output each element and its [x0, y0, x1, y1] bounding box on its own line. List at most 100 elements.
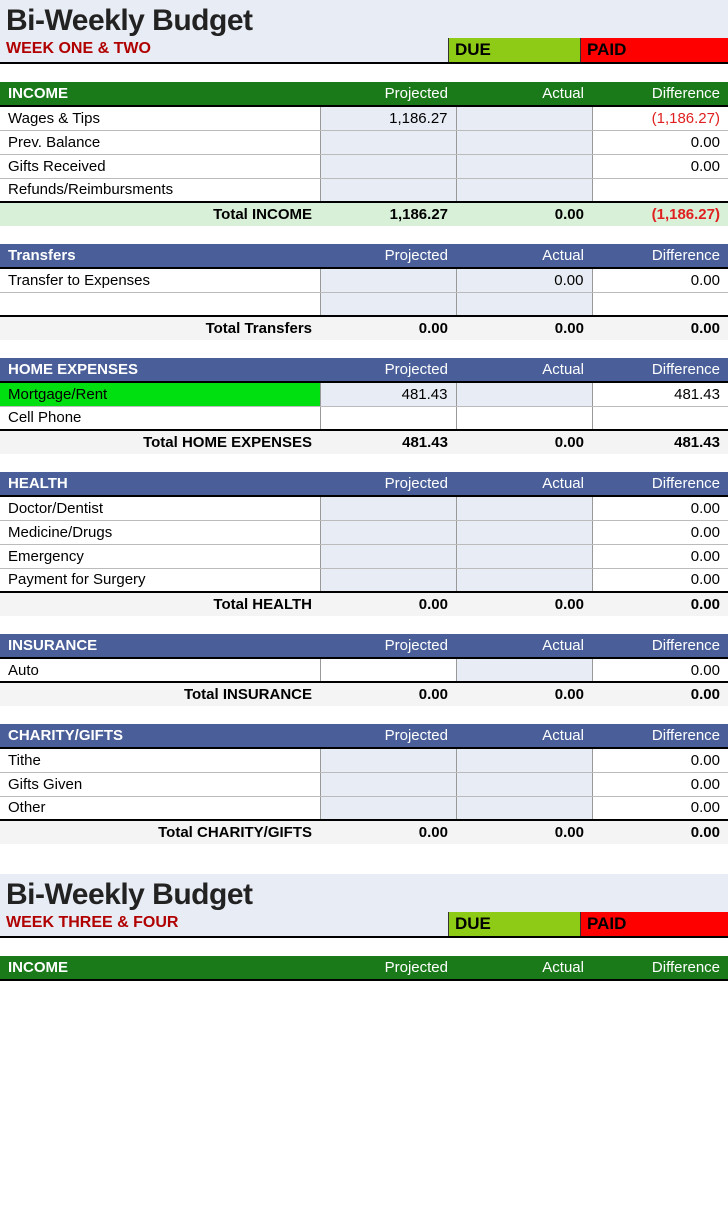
cell-projected[interactable]: 1,186.27: [320, 106, 456, 130]
table-row: Wages & Tips1,186.27(1,186.27): [0, 106, 728, 130]
cell-difference: 0.00: [592, 568, 728, 592]
total-projected: 1,186.27: [320, 202, 456, 226]
cell-actual[interactable]: [456, 106, 592, 130]
section-header-row: INCOMEProjectedActualDifference: [0, 82, 728, 106]
col-difference: Difference: [592, 472, 728, 496]
cell-actual[interactable]: [456, 658, 592, 682]
cell-actual[interactable]: [456, 520, 592, 544]
section-home: HOME EXPENSESProjectedActualDifferenceMo…: [0, 358, 728, 454]
cell-projected[interactable]: [320, 544, 456, 568]
row-label: Emergency: [0, 544, 320, 568]
cell-difference: [592, 178, 728, 202]
paid-badge-2: PAID: [580, 912, 728, 936]
total-difference: 481.43: [592, 430, 728, 454]
cell-difference: 0.00: [592, 748, 728, 772]
cell-actual[interactable]: [456, 382, 592, 406]
col-actual: Actual: [456, 82, 592, 106]
section-title: Transfers: [0, 244, 320, 268]
cell-projected[interactable]: [320, 796, 456, 820]
section-health: HEALTHProjectedActualDifferenceDoctor/De…: [0, 472, 728, 616]
cell-actual[interactable]: [456, 292, 592, 316]
table-row: Doctor/Dentist0.00: [0, 496, 728, 520]
cell-projected[interactable]: [320, 772, 456, 796]
cell-projected[interactable]: [320, 568, 456, 592]
row-label: Auto: [0, 658, 320, 682]
col-projected: Projected: [320, 244, 456, 268]
table-row: Refunds/Reimbursments: [0, 178, 728, 202]
cell-projected[interactable]: [320, 154, 456, 178]
budget-header-2: Bi-Weekly Budget WEEK THREE & FOUR DUE P…: [0, 874, 728, 938]
cell-projected[interactable]: [320, 658, 456, 682]
col-actual: Actual: [456, 956, 592, 980]
row-label: Refunds/Reimbursments: [0, 178, 320, 202]
cell-difference: 0.00: [592, 268, 728, 292]
total-difference: 0.00: [592, 316, 728, 340]
cell-actual[interactable]: [456, 406, 592, 430]
cell-difference: 0.00: [592, 796, 728, 820]
table-row: Gifts Received0.00: [0, 154, 728, 178]
total-label: Total HOME EXPENSES: [0, 430, 320, 454]
cell-actual[interactable]: [456, 568, 592, 592]
section-title: HEALTH: [0, 472, 320, 496]
col-difference: Difference: [592, 82, 728, 106]
cell-projected[interactable]: [320, 406, 456, 430]
table-row: Emergency 0.00: [0, 544, 728, 568]
section-header-row: TransfersProjectedActualDifference: [0, 244, 728, 268]
cell-projected[interactable]: [320, 292, 456, 316]
cell-actual[interactable]: [456, 130, 592, 154]
col-difference: Difference: [592, 634, 728, 658]
paid-badge: PAID: [580, 38, 728, 62]
cell-difference: 0.00: [592, 520, 728, 544]
total-actual: 0.00: [456, 592, 592, 616]
col-difference: Difference: [592, 724, 728, 748]
due-badge-2: DUE: [448, 912, 580, 936]
cell-difference: (1,186.27): [592, 106, 728, 130]
cell-actual[interactable]: [456, 178, 592, 202]
cell-difference: [592, 406, 728, 430]
total-row: Total CHARITY/GIFTS0.000.000.00: [0, 820, 728, 844]
cell-projected[interactable]: [320, 748, 456, 772]
col-actual: Actual: [456, 634, 592, 658]
cell-actual[interactable]: 0.00: [456, 268, 592, 292]
cell-actual[interactable]: [456, 544, 592, 568]
cell-projected[interactable]: [320, 268, 456, 292]
cell-difference: 0.00: [592, 154, 728, 178]
cell-difference: 0.00: [592, 544, 728, 568]
cell-actual[interactable]: [456, 796, 592, 820]
cell-projected[interactable]: [320, 178, 456, 202]
cell-difference: 0.00: [592, 130, 728, 154]
cell-actual[interactable]: [456, 496, 592, 520]
row-label: Doctor/Dentist: [0, 496, 320, 520]
col-difference: Difference: [592, 358, 728, 382]
cell-actual[interactable]: [456, 748, 592, 772]
week-label-2: WEEK THREE & FOUR: [6, 912, 326, 936]
col-actual: Actual: [456, 244, 592, 268]
col-actual: Actual: [456, 724, 592, 748]
row-label: Cell Phone: [0, 406, 320, 430]
cell-projected[interactable]: [320, 130, 456, 154]
cell-projected[interactable]: [320, 520, 456, 544]
table-row: Mortgage/Rent481.43481.43: [0, 382, 728, 406]
row-label: Prev. Balance: [0, 130, 320, 154]
cell-actual[interactable]: [456, 154, 592, 178]
row-label: Other: [0, 796, 320, 820]
cell-projected[interactable]: [320, 496, 456, 520]
section-income: INCOMEProjectedActualDifferenceWages & T…: [0, 82, 728, 226]
col-projected: Projected: [320, 358, 456, 382]
total-difference: 0.00: [592, 592, 728, 616]
table-row: [0, 292, 728, 316]
total-difference: (1,186.27): [592, 202, 728, 226]
col-difference: Difference: [592, 244, 728, 268]
col-actual: Actual: [456, 358, 592, 382]
total-actual: 0.00: [456, 820, 592, 844]
total-difference: 0.00: [592, 682, 728, 706]
cell-difference: 0.00: [592, 658, 728, 682]
total-projected: 0.00: [320, 682, 456, 706]
cell-actual[interactable]: [456, 772, 592, 796]
row-label: Mortgage/Rent: [0, 382, 320, 406]
total-difference: 0.00: [592, 820, 728, 844]
col-projected: Projected: [320, 634, 456, 658]
cell-projected[interactable]: 481.43: [320, 382, 456, 406]
table-row: Gifts Given0.00: [0, 772, 728, 796]
table-row: Prev. Balance 0.00: [0, 130, 728, 154]
